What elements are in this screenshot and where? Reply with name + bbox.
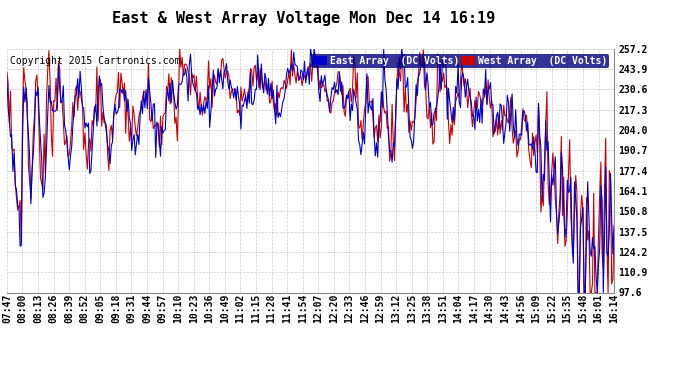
Legend: East Array  (DC Volts), West Array  (DC Volts): East Array (DC Volts), West Array (DC Vo… [311, 54, 609, 68]
Text: Copyright 2015 Cartronics.com: Copyright 2015 Cartronics.com [10, 56, 180, 66]
Text: East & West Array Voltage Mon Dec 14 16:19: East & West Array Voltage Mon Dec 14 16:… [112, 11, 495, 26]
